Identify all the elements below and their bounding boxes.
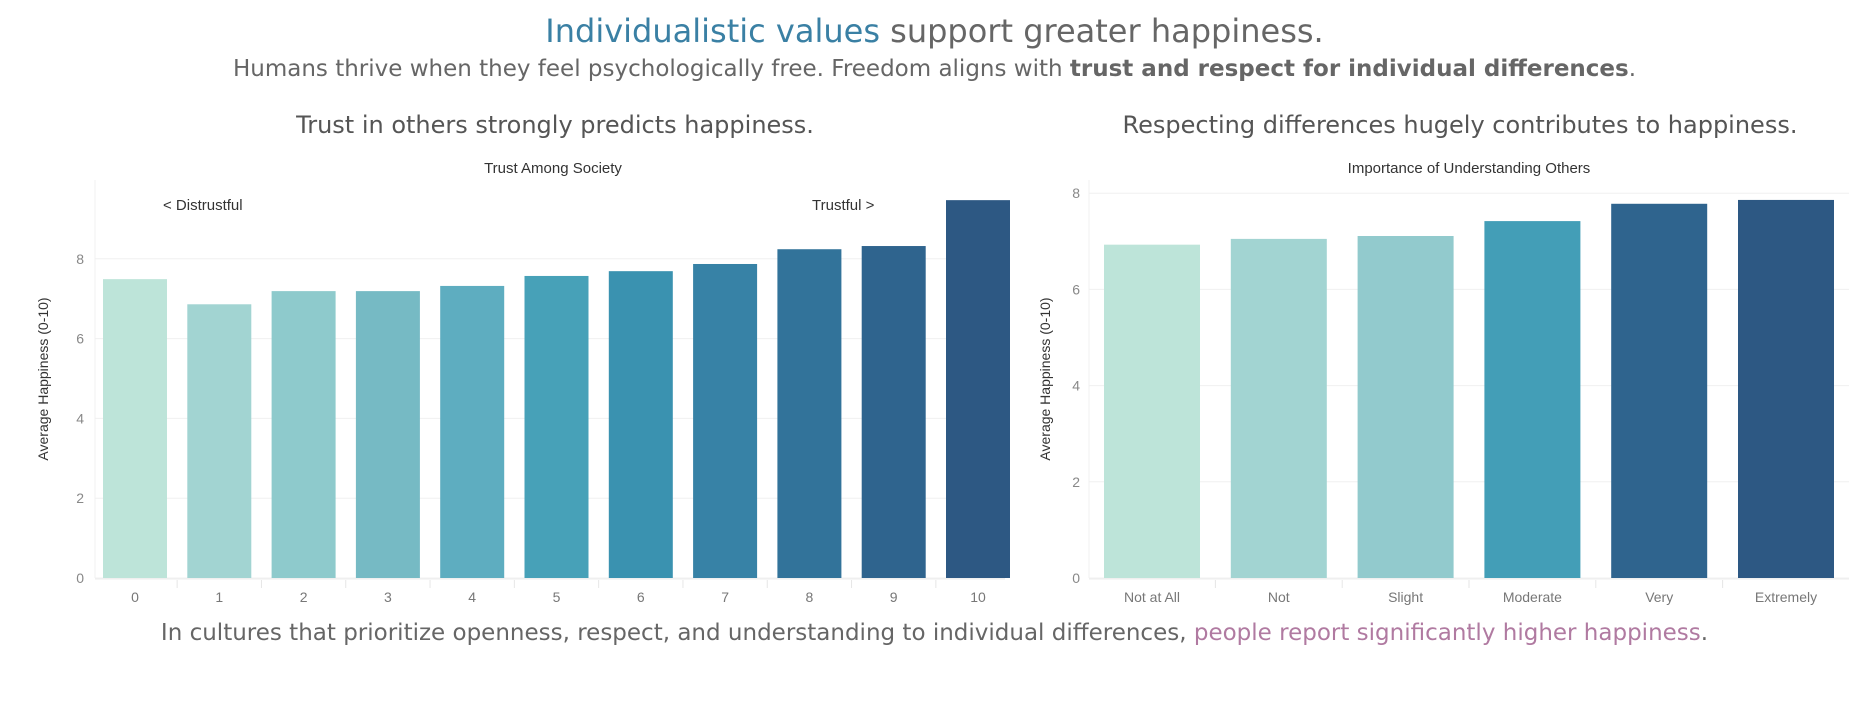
y-axis-title: Average Happiness (0-10) — [1037, 297, 1053, 460]
subtitle-text: Humans thrive when they feel psychologic… — [232, 56, 1070, 82]
title-rest: support greater happiness. — [879, 12, 1324, 50]
y-tick-label: 6 — [1072, 281, 1080, 297]
page-title: Individualistic values support greater h… — [0, 12, 1869, 50]
title-highlight: Individualistic values — [545, 12, 880, 50]
bar-0 — [103, 279, 167, 578]
annotation-distrustful: < Distrustful — [163, 197, 243, 214]
x-tick-label: 3 — [384, 589, 392, 605]
y-tick-label: 2 — [76, 490, 84, 506]
bar-9 — [861, 246, 926, 579]
x-tick-label: Extremely — [1755, 589, 1817, 605]
x-tick-label: 5 — [553, 589, 561, 605]
x-tick-label: Moderate — [1503, 589, 1562, 605]
x-tick-label: 0 — [131, 589, 139, 605]
x-tick-label: 4 — [468, 589, 476, 605]
x-tick-label: Not at All — [1124, 589, 1180, 605]
bar-very — [1611, 203, 1708, 579]
page-subtitle: Humans thrive when they feel psychologic… — [0, 56, 1869, 82]
subtitle-bold: trust and respect for individual differe… — [1069, 56, 1629, 82]
bar-3 — [355, 291, 420, 578]
bar-not — [1230, 238, 1327, 578]
left-panel-heading: Trust in others strongly predicts happin… — [296, 111, 814, 139]
x-tick-label: Slight — [1388, 589, 1423, 605]
bar-10 — [946, 200, 1010, 578]
bar-extremely — [1738, 199, 1834, 578]
footer-highlight: people report significantly higher happi… — [1193, 620, 1701, 646]
y-tick-label: 6 — [76, 331, 84, 347]
chart-title: Importance of Understanding Others — [1348, 160, 1591, 177]
bar-5 — [524, 275, 589, 578]
y-tick-label: 0 — [76, 570, 84, 586]
bar-1 — [187, 304, 252, 578]
y-tick-label: 4 — [76, 410, 84, 426]
y-tick-label: 0 — [1072, 570, 1080, 586]
footer-text: In cultures that prioritize openness, re… — [160, 620, 1194, 646]
subtitle-end: . — [1628, 56, 1637, 82]
y-tick-label: 8 — [1072, 185, 1080, 201]
right-panel-heading: Respecting differences hugely contribute… — [1122, 111, 1798, 139]
chart-title: Trust Among Society — [484, 160, 622, 177]
footer-end: . — [1700, 620, 1709, 646]
y-tick-label: 4 — [1072, 378, 1080, 394]
x-tick-label: 8 — [806, 589, 814, 605]
x-tick-label: 6 — [637, 589, 645, 605]
bar-slight — [1357, 236, 1454, 578]
bar-7 — [693, 263, 758, 578]
x-tick-label: 2 — [300, 589, 308, 605]
bar-4 — [440, 285, 505, 578]
y-tick-label: 2 — [1072, 474, 1080, 490]
annotation-trustful: Trustful > — [812, 197, 875, 214]
bar-2 — [271, 291, 336, 578]
x-tick-label: 10 — [970, 589, 986, 605]
y-axis-title: Average Happiness (0-10) — [35, 297, 51, 460]
bar-moderate — [1484, 221, 1581, 578]
x-tick-label: 1 — [215, 589, 223, 605]
bar-not-at-all — [1104, 244, 1200, 579]
x-tick-label: Not — [1268, 589, 1290, 605]
y-tick-label: 8 — [76, 251, 84, 267]
x-tick-label: Very — [1645, 589, 1673, 605]
x-tick-label: 7 — [721, 589, 729, 605]
bar-8 — [777, 249, 842, 578]
bar-6 — [608, 271, 673, 578]
x-tick-label: 9 — [890, 589, 898, 605]
footer-note: In cultures that prioritize openness, re… — [0, 620, 1869, 646]
